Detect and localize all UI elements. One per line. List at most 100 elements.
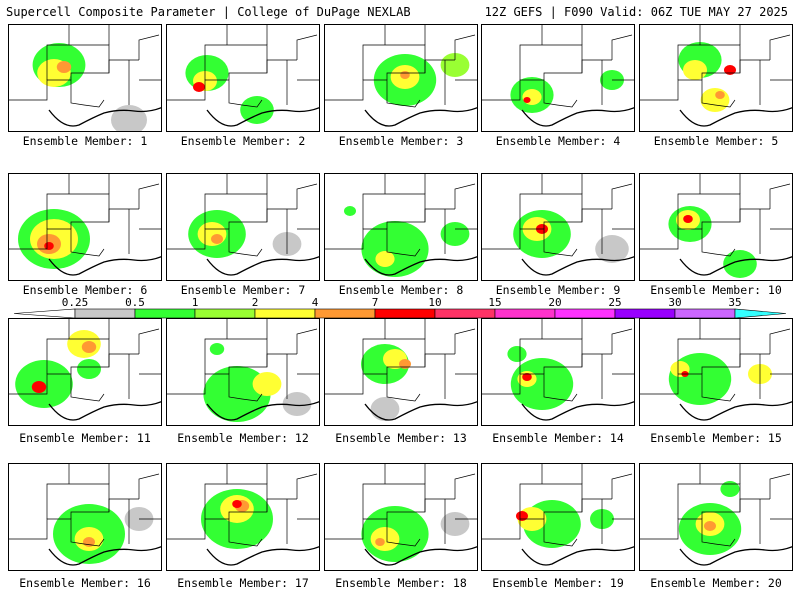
scp-contour-orange: [399, 359, 411, 369]
coastline: [679, 546, 792, 566]
scp-contour-yellow: [683, 60, 707, 80]
scp-contour-red: [516, 511, 528, 521]
state-boundary: [325, 518, 421, 547]
state-boundary: [482, 79, 578, 108]
scp-contour-yellow: [375, 251, 395, 267]
map-svg: [9, 174, 161, 276]
member-label: Ensemble Member: 19: [492, 576, 624, 590]
state-boundary: [9, 518, 105, 547]
map-panel-member-4: [481, 24, 635, 132]
scp-contour-green: [723, 250, 757, 278]
state-boundary: [640, 373, 736, 402]
state-boundary: [519, 483, 583, 519]
member-label: Ensemble Member: 4: [495, 134, 621, 148]
state-boundary: [167, 79, 263, 108]
colorbar-tick-label: 15: [488, 296, 502, 309]
state-boundary: [138, 328, 160, 354]
coastline: [364, 107, 477, 127]
state-boundary: [769, 183, 791, 209]
state-boundary: [296, 328, 318, 354]
map-svg: [482, 319, 634, 421]
scp-contour-light: [111, 105, 147, 131]
coastline: [48, 256, 161, 276]
coastline: [521, 546, 634, 566]
scp-contour-orange: [375, 538, 385, 546]
scp-contour-red: [193, 82, 205, 92]
scp-contour-red: [523, 97, 531, 103]
coastline: [679, 107, 792, 127]
member-label: Ensemble Member: 20: [650, 576, 782, 590]
map-panel-member-20: [639, 463, 793, 571]
state-boundary: [519, 193, 583, 229]
member-label: Ensemble Member: 9: [495, 283, 621, 297]
colorbar-tick-label: 2: [251, 296, 259, 309]
state-boundary: [640, 79, 736, 108]
state-boundary: [611, 183, 633, 209]
state-boundary: [611, 473, 633, 499]
state-boundary: [138, 183, 160, 209]
coastline: [206, 256, 319, 276]
map-svg: [167, 174, 319, 276]
colorbar-tick-label: 4: [311, 296, 319, 309]
coastline: [48, 107, 161, 127]
scp-contour-green: [720, 481, 740, 497]
scp-contour-green: [77, 359, 101, 379]
member-label: Ensemble Member: 16: [19, 576, 151, 590]
state-boundary: [9, 373, 105, 402]
member-label: Ensemble Member: 7: [180, 283, 306, 297]
scp-contour-green: [344, 206, 356, 216]
state-boundary: [677, 193, 741, 229]
member-label: Ensemble Member: 14: [492, 431, 624, 445]
map-svg: [482, 174, 634, 276]
map-panel-member-1: [8, 24, 162, 132]
state-boundary: [46, 193, 110, 229]
colorbar-tick-label: 0.25: [61, 296, 89, 309]
map-panel-member-3: [324, 24, 478, 132]
scp-contour-green: [440, 222, 470, 246]
map-svg: [640, 174, 792, 278]
member-label: Ensemble Member: 5: [653, 134, 779, 148]
state-boundary: [362, 193, 426, 229]
member-label: Ensemble Member: 11: [19, 431, 151, 445]
scp-contour-red: [232, 500, 242, 508]
map-panel-member-17: [166, 463, 320, 571]
state-boundary: [362, 338, 426, 374]
coastline: [206, 401, 319, 421]
scp-contour-yellow: [700, 88, 730, 112]
coastline: [679, 401, 792, 421]
state-boundary: [519, 44, 583, 80]
state-boundary: [677, 44, 741, 80]
state-boundary: [482, 373, 578, 402]
member-label: Ensemble Member: 17: [177, 576, 309, 590]
map-panel-member-8: [324, 173, 478, 281]
scp-contour-green: [510, 358, 574, 410]
map-panel-member-11: [8, 318, 162, 426]
map-panel-member-2: [166, 24, 320, 132]
map-svg: [482, 464, 634, 566]
state-boundary: [640, 518, 736, 547]
state-boundary: [296, 183, 318, 209]
coastline: [521, 256, 634, 276]
colorbar-tick-label: 10: [428, 296, 442, 309]
member-label: Ensemble Member: 18: [335, 576, 467, 590]
member-label: Ensemble Member: 3: [338, 134, 464, 148]
map-panel-member-6: [8, 173, 162, 281]
scp-contour-lime: [440, 53, 470, 77]
map-svg: [167, 25, 319, 127]
scp-contour-orange: [211, 234, 223, 244]
map-svg: [325, 464, 477, 566]
colorbar-tick-label: 0.5: [125, 296, 145, 309]
state-boundary: [296, 34, 318, 60]
scp-contour-light: [282, 392, 312, 416]
state-boundary: [454, 473, 476, 499]
member-label: Ensemble Member: 8: [338, 283, 464, 297]
coastline: [679, 256, 792, 276]
colorbar-tick-label: 35: [728, 296, 742, 309]
map-svg: [325, 174, 477, 277]
scp-contour-orange: [81, 341, 97, 353]
state-boundary: [482, 228, 578, 257]
map-svg: [9, 319, 161, 421]
scp-contour-orange: [56, 61, 72, 73]
state-boundary: [138, 473, 160, 499]
coastline: [364, 401, 477, 421]
